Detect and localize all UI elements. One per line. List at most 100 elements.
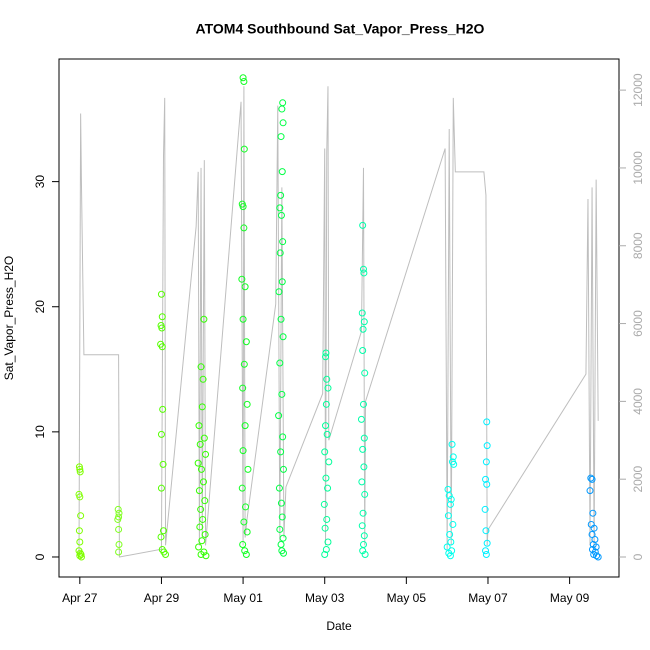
point <box>242 550 250 558</box>
y-axis-label: Sat_Vapor_Press_H2O <box>2 256 16 381</box>
point <box>277 540 285 548</box>
chart-title: ATOM4 Southbound Sat_Vapor_Press_H2O <box>196 21 485 37</box>
point <box>199 375 207 383</box>
point <box>202 552 210 560</box>
y2-tick-label: 2000 <box>631 466 645 493</box>
point <box>593 552 601 560</box>
point <box>75 527 83 535</box>
point <box>114 505 122 513</box>
point <box>359 400 367 408</box>
point <box>158 324 166 332</box>
point <box>359 540 367 548</box>
point <box>76 465 84 473</box>
point <box>157 533 165 541</box>
point <box>114 515 122 523</box>
point <box>238 484 246 492</box>
point <box>76 549 84 557</box>
point <box>589 509 597 517</box>
point <box>242 503 250 511</box>
point <box>242 338 250 346</box>
point <box>195 422 203 430</box>
altitude-line <box>78 86 599 558</box>
point <box>201 497 209 505</box>
point <box>277 211 285 219</box>
point <box>482 547 490 555</box>
point <box>279 119 287 127</box>
point <box>275 288 283 296</box>
y2-tick-label: 10000 <box>631 151 645 185</box>
point <box>361 550 369 558</box>
point <box>444 512 452 520</box>
point <box>591 535 599 543</box>
point <box>361 369 369 377</box>
x-tick-label: May 01 <box>223 591 263 605</box>
point <box>359 265 367 273</box>
point <box>590 524 598 532</box>
y-tick-label: 30 <box>33 175 47 189</box>
point <box>196 440 204 448</box>
point <box>75 463 83 471</box>
x-tick-label: May 09 <box>550 591 590 605</box>
point <box>588 475 596 483</box>
point <box>243 400 251 408</box>
point <box>275 412 283 420</box>
point <box>194 459 202 467</box>
point <box>278 513 286 521</box>
point <box>201 530 209 538</box>
point <box>324 384 332 392</box>
point <box>159 405 167 413</box>
y-tick-label: 20 <box>33 300 47 314</box>
point <box>321 448 329 456</box>
point <box>358 309 366 317</box>
point <box>359 325 367 333</box>
point <box>197 363 205 371</box>
point <box>322 400 330 408</box>
point <box>278 390 286 398</box>
point <box>239 315 247 323</box>
point <box>322 349 330 357</box>
point <box>322 422 330 430</box>
point <box>276 249 284 257</box>
x-tick-label: May 07 <box>468 591 508 605</box>
point <box>360 463 368 471</box>
point <box>244 465 252 473</box>
point <box>196 523 204 531</box>
point <box>448 440 456 448</box>
point <box>482 527 490 535</box>
x-tick-label: Apr 29 <box>144 591 180 605</box>
point <box>115 540 123 548</box>
point <box>587 474 595 482</box>
y-tick-label: 0 <box>33 553 47 560</box>
point <box>323 430 331 438</box>
point <box>279 433 287 441</box>
point <box>359 445 367 453</box>
point <box>239 447 247 455</box>
point <box>279 99 287 107</box>
y2-tick-label: 4000 <box>631 388 645 415</box>
point <box>279 534 287 542</box>
point <box>446 500 454 508</box>
point <box>198 403 206 411</box>
y-tick-label: 10 <box>33 425 47 439</box>
point <box>277 133 285 141</box>
point <box>594 553 602 561</box>
x-axis-label: Date <box>326 619 352 633</box>
x-tick-label: May 03 <box>305 591 345 605</box>
point <box>446 530 454 538</box>
point <box>450 460 458 468</box>
point <box>115 548 123 556</box>
y2-tick-label: 12000 <box>631 73 645 107</box>
point <box>157 290 165 298</box>
point <box>200 434 208 442</box>
point <box>200 315 208 323</box>
point <box>279 238 287 246</box>
point <box>243 528 251 536</box>
point <box>276 359 284 367</box>
point <box>275 484 283 492</box>
x-tick-label: May 05 <box>387 591 427 605</box>
point <box>483 539 491 547</box>
point <box>77 553 85 561</box>
point <box>197 465 205 473</box>
point <box>199 515 207 523</box>
point <box>239 384 247 392</box>
